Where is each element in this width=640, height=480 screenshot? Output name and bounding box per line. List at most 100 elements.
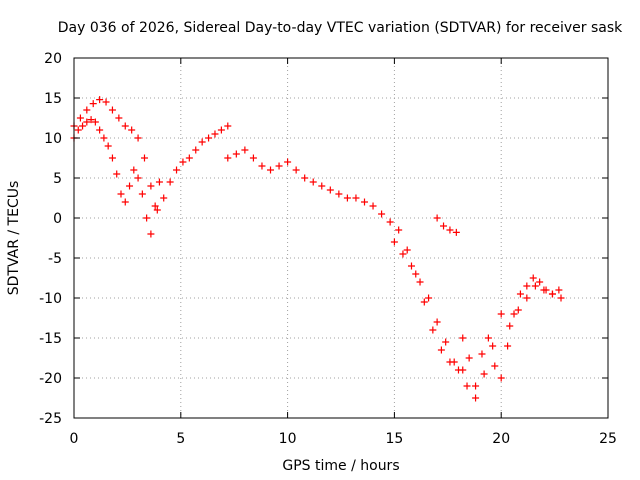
- data-point: [166, 178, 174, 186]
- data-point: [130, 166, 138, 174]
- x-tick-label: 15: [385, 431, 403, 447]
- data-point: [369, 202, 377, 210]
- x-tick-label: 10: [279, 431, 297, 447]
- data-point: [491, 362, 499, 370]
- y-tick-label: 10: [44, 131, 62, 147]
- y-tick-label: -15: [39, 331, 62, 347]
- y-tick-label: 5: [53, 171, 62, 187]
- data-point: [378, 210, 386, 218]
- data-point: [76, 114, 84, 122]
- data-point: [510, 310, 518, 318]
- data-point: [407, 262, 415, 270]
- data-point: [459, 334, 467, 342]
- data-point: [153, 206, 161, 214]
- data-point: [100, 134, 108, 142]
- data-point: [121, 122, 129, 130]
- data-point: [74, 126, 82, 134]
- data-point: [531, 282, 539, 290]
- data-point: [128, 126, 136, 134]
- data-point: [192, 146, 200, 154]
- data-point: [478, 350, 486, 358]
- data-point: [96, 96, 104, 104]
- data-point: [343, 194, 351, 202]
- data-point: [143, 214, 151, 222]
- data-point: [155, 178, 163, 186]
- data-point: [536, 278, 544, 286]
- data-point: [79, 122, 87, 130]
- data-point: [399, 250, 407, 258]
- data-point: [126, 182, 134, 190]
- data-point: [425, 294, 433, 302]
- data-point: [292, 166, 300, 174]
- data-point: [352, 194, 360, 202]
- data-point: [395, 226, 403, 234]
- axis-layer: 0 5 10 15 20 25 20 15 10 5 0 -5 -10 -15 -20 -25: [39, 51, 617, 447]
- data-point: [472, 382, 480, 390]
- data-point: [113, 170, 121, 178]
- data-point: [506, 322, 514, 330]
- data-point: [140, 154, 148, 162]
- data-point: [416, 278, 424, 286]
- data-point: [548, 290, 556, 298]
- data-point: [484, 334, 492, 342]
- series-track-b: [70, 116, 163, 238]
- data-point: [433, 318, 441, 326]
- y-tick-label: -20: [39, 371, 62, 387]
- data-point: [134, 134, 142, 142]
- data-point: [102, 98, 110, 106]
- data-point: [89, 100, 97, 108]
- data-point: [160, 194, 168, 202]
- data-point: [83, 118, 91, 126]
- chart-title: Day 036 of 2026, Sidereal Day-to-day VTE…: [58, 20, 623, 36]
- x-tick-label: 0: [70, 431, 79, 447]
- data-point: [249, 154, 257, 162]
- data-point: [87, 116, 95, 124]
- data-point: [232, 150, 240, 158]
- y-tick-label: -25: [39, 411, 62, 427]
- data-point: [121, 198, 129, 206]
- data-point: [440, 222, 448, 230]
- data-point: [412, 270, 420, 278]
- grid-layer: [74, 58, 608, 418]
- data-point: [529, 274, 537, 282]
- data-point: [138, 190, 146, 198]
- series-track-e: [433, 214, 563, 390]
- data-point: [83, 106, 91, 114]
- data-point: [134, 174, 142, 182]
- data-point: [96, 126, 104, 134]
- data-point: [217, 126, 225, 134]
- data-point: [403, 246, 411, 254]
- data-point: [179, 158, 187, 166]
- data-point: [151, 202, 159, 210]
- data-point: [185, 154, 193, 162]
- data-point: [386, 218, 394, 226]
- data-point: [437, 346, 445, 354]
- y-tick-label: -10: [39, 291, 62, 307]
- data-point: [275, 162, 283, 170]
- y-tick-label: 0: [53, 211, 62, 227]
- data-point: [542, 286, 550, 294]
- data-point: [489, 342, 497, 350]
- data-point: [429, 326, 437, 334]
- series-track-d: [390, 238, 467, 374]
- data-point: [267, 166, 275, 174]
- data-point: [557, 294, 565, 302]
- data-point: [523, 282, 531, 290]
- data-point: [433, 214, 441, 222]
- data-point: [309, 178, 317, 186]
- data-point: [335, 190, 343, 198]
- data-point: [301, 174, 309, 182]
- series-track-a: [70, 96, 232, 214]
- data-point: [104, 142, 112, 150]
- data-point: [504, 342, 512, 350]
- data-point: [108, 154, 116, 162]
- data-point: [463, 382, 471, 390]
- data-point: [211, 130, 219, 138]
- data-point: [108, 106, 116, 114]
- data-point: [258, 162, 266, 170]
- data-point: [446, 226, 454, 234]
- data-point: [555, 286, 563, 294]
- x-axis-label: GPS time / hours: [282, 458, 399, 474]
- data-point: [472, 394, 480, 402]
